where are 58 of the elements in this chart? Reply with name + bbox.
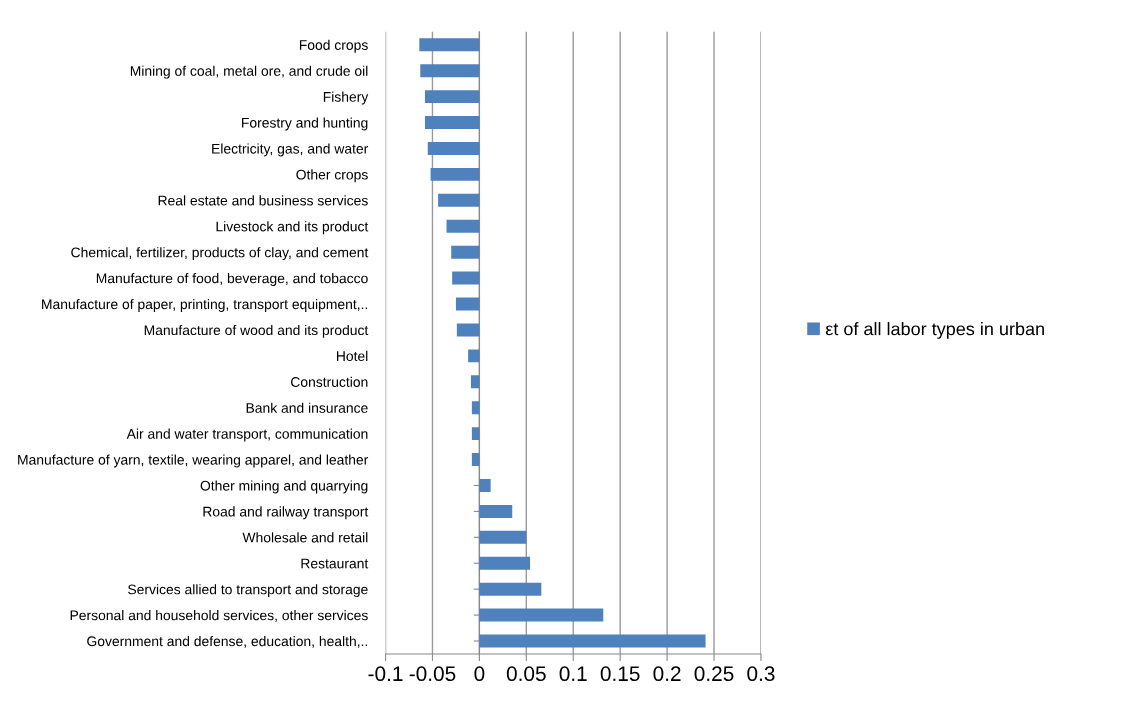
x-tick-label: 0 bbox=[474, 666, 485, 682]
x-tick-label: 0.05 bbox=[506, 666, 546, 682]
y-tick-label: Forestry and hunting bbox=[242, 117, 368, 131]
bar bbox=[479, 530, 527, 544]
bar bbox=[468, 349, 480, 363]
y-tick-label: Real estate and business services bbox=[158, 195, 368, 206]
x-tick-label: 0.1 bbox=[559, 666, 587, 682]
bar bbox=[451, 245, 480, 259]
y-tick-label: Mining of coal, metal ore, and crude oil bbox=[130, 65, 368, 79]
bar bbox=[479, 634, 706, 648]
y-tick-label: Manufacture of paper, printing, transport equipment,.. bbox=[42, 298, 368, 312]
bar bbox=[471, 427, 480, 441]
x-tick-label: 0.3 bbox=[747, 666, 775, 682]
y-tick-label: Personal and household services, other services bbox=[70, 610, 368, 622]
y-tick-label: Construction bbox=[291, 376, 368, 387]
y-tick-label: Electricity, gas, and water bbox=[212, 143, 369, 157]
bar bbox=[427, 141, 480, 155]
x-tick-label: 0.25 bbox=[694, 666, 734, 682]
bar bbox=[419, 38, 480, 52]
bar bbox=[424, 90, 480, 104]
y-tick-label: Government and defense, education, health,.. bbox=[87, 635, 368, 648]
bar bbox=[479, 556, 531, 570]
y-tick-label: Manufacture of food, beverage, and tobacco bbox=[96, 273, 368, 286]
bar bbox=[479, 478, 491, 492]
y-tick-label: Manufacture of wood and its product bbox=[144, 324, 369, 338]
y-tick-label: Air and water transport, communication bbox=[126, 428, 368, 442]
bar bbox=[479, 582, 542, 596]
bar bbox=[479, 608, 604, 622]
y-tick-label: Livestock and its product bbox=[216, 221, 369, 235]
y-tick-label: Wholesale and retail bbox=[242, 532, 368, 543]
y-tick-label: Food crops bbox=[299, 39, 368, 53]
bar bbox=[455, 297, 480, 311]
y-tick-label: Other crops bbox=[296, 169, 368, 183]
bar bbox=[471, 453, 480, 467]
bar bbox=[420, 64, 480, 78]
bar bbox=[430, 167, 480, 181]
y-tick-label: Hotel bbox=[336, 350, 368, 362]
y-tick-label: Chemical, fertilizer, products of clay, and cement bbox=[71, 247, 369, 261]
x-tick-label: -0.05 bbox=[409, 666, 456, 682]
y-tick-label: Bank and insurance bbox=[246, 402, 368, 413]
bar bbox=[438, 193, 480, 207]
y-tick-label: Manufacture of yarn, textile, wearing apparel, and leather bbox=[18, 454, 369, 468]
y-tick-label: Restaurant bbox=[301, 558, 369, 569]
y-tick-label: Services allied to transport and storage bbox=[128, 584, 368, 598]
bar bbox=[424, 116, 480, 130]
bar bbox=[446, 219, 480, 233]
bar bbox=[452, 271, 480, 285]
x-tick-label: 0.2 bbox=[653, 666, 681, 682]
x-tick-label: -0.1 bbox=[368, 666, 403, 682]
y-tick-label: Road and railway transport bbox=[203, 506, 369, 520]
bar bbox=[470, 375, 480, 389]
bar bbox=[479, 504, 513, 518]
bar bbox=[456, 323, 480, 337]
x-tick-label: 0.15 bbox=[600, 666, 640, 682]
y-tick-label: Fishery bbox=[323, 91, 369, 105]
bar bbox=[471, 401, 480, 415]
legend-label: εt of all labor types in urban bbox=[825, 322, 1044, 339]
y-tick-label: Other mining and quarrying bbox=[200, 480, 368, 494]
